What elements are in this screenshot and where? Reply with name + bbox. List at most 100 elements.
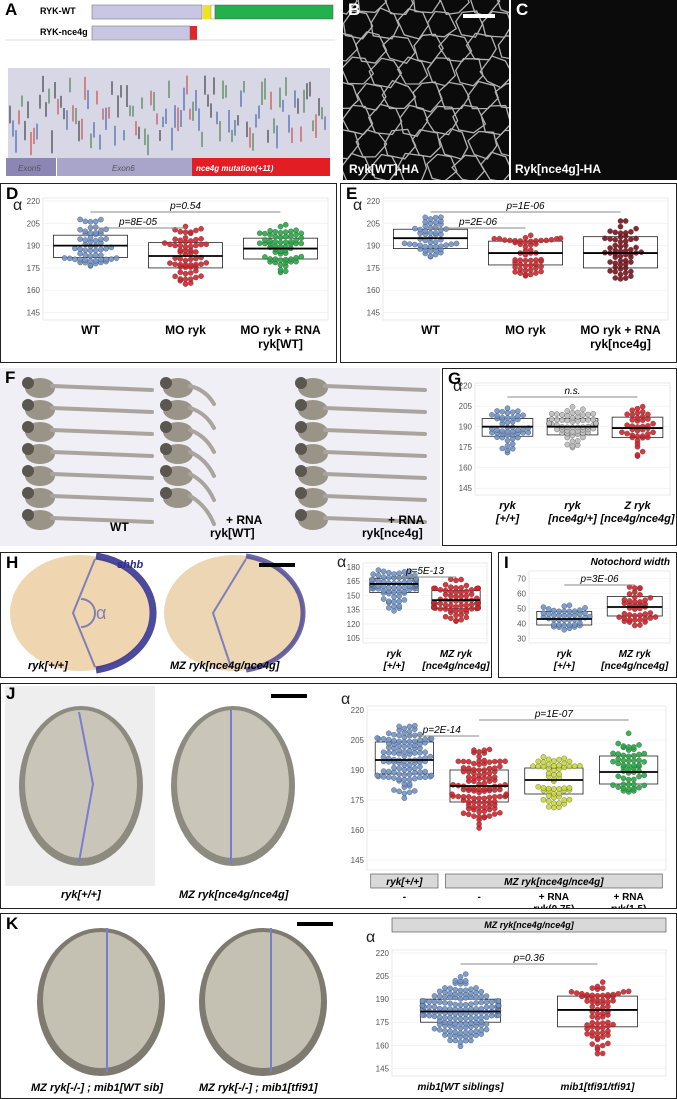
data-point [448, 584, 454, 590]
data-point [589, 992, 596, 999]
data-point [642, 611, 648, 617]
data-point [98, 216, 104, 223]
data-point [499, 414, 506, 421]
data-point [522, 234, 529, 241]
caption-j-wt: ryk[+/+] [61, 889, 101, 901]
data-point [636, 762, 642, 768]
data-point [193, 227, 199, 234]
data-point [427, 230, 434, 236]
data-point [557, 235, 564, 241]
data-point [82, 228, 89, 235]
data-point [641, 759, 647, 765]
data-point [621, 610, 628, 617]
data-point [436, 993, 443, 1000]
data-point [633, 244, 639, 251]
data-point [427, 253, 434, 260]
data-point [386, 768, 392, 775]
panel-label-i: I [504, 553, 509, 572]
y-tick-label: 30 [517, 635, 526, 644]
category-label: [+/+] [495, 513, 520, 525]
data-point [599, 1029, 606, 1036]
data-point [457, 1021, 464, 1027]
data-point [77, 256, 83, 263]
data-point [647, 615, 654, 621]
data-point [198, 261, 204, 267]
data-point [412, 770, 418, 776]
data-point [436, 1027, 443, 1033]
data-point [590, 416, 597, 423]
data-point [193, 237, 199, 243]
data-point [396, 732, 402, 739]
data-point [512, 237, 518, 244]
data-point [172, 273, 178, 280]
data-point [589, 985, 596, 991]
data-point [161, 240, 168, 246]
data-point [422, 214, 429, 221]
data-point [545, 804, 552, 810]
panel-b: B Ryk[WT]-HA [343, 0, 509, 180]
data-point [293, 237, 299, 243]
data-point [538, 268, 544, 275]
group-box [370, 873, 439, 889]
data-point [491, 798, 498, 805]
data-point [417, 737, 423, 743]
p-value-label: p=1E-06 [505, 201, 545, 212]
data-point [610, 750, 616, 757]
data-point [462, 1020, 469, 1027]
data-point [564, 417, 571, 424]
data-point [568, 989, 575, 995]
data-point [483, 1026, 490, 1033]
data-point [625, 988, 632, 995]
data-point [272, 233, 279, 240]
data-point [574, 438, 581, 444]
data-point [647, 595, 654, 601]
data-point [533, 238, 539, 244]
data-point [187, 256, 194, 263]
data-point [182, 229, 189, 235]
data-point [457, 1030, 464, 1036]
data-point [629, 417, 636, 423]
data-point [517, 257, 524, 263]
data-point [527, 238, 534, 245]
data-point [386, 605, 392, 611]
data-point [573, 990, 580, 996]
data-point [612, 275, 619, 281]
y-tick-label: 40 [517, 620, 526, 629]
data-point [571, 763, 578, 770]
y-tick-label: 145 [459, 484, 473, 493]
data-point [594, 1020, 601, 1027]
data-point [476, 813, 482, 820]
data-point [615, 756, 621, 762]
p-value-label: p=0.54 [169, 201, 201, 212]
data-point [625, 762, 632, 769]
mutation-label: nce4g mutation(+11) [196, 164, 274, 173]
data-point [386, 574, 392, 581]
category-label: [+/+] [382, 661, 405, 672]
data-point [92, 224, 99, 230]
data-point [617, 239, 624, 245]
data-point [256, 240, 263, 246]
data-point [647, 610, 654, 616]
data-point [172, 236, 178, 243]
category-label: MZ ryk [440, 649, 473, 660]
caption-f-wt: WT [110, 520, 129, 534]
data-point [401, 795, 408, 801]
data-point [545, 792, 552, 799]
data-point [483, 993, 490, 999]
data-point [556, 786, 562, 792]
data-point [298, 240, 305, 247]
data-point [92, 252, 99, 259]
data-point [645, 431, 651, 437]
embryo-shhb-images [10, 553, 306, 674]
data-point [631, 744, 637, 750]
data-point [417, 763, 423, 770]
caption-b: Ryk[WT]-HA [349, 162, 419, 176]
data-point [564, 412, 571, 419]
panel-label-j: J [6, 684, 16, 703]
data-point [401, 240, 408, 247]
data-point [637, 585, 643, 591]
data-point [422, 774, 428, 780]
data-point [486, 765, 493, 772]
data-point [463, 588, 470, 595]
